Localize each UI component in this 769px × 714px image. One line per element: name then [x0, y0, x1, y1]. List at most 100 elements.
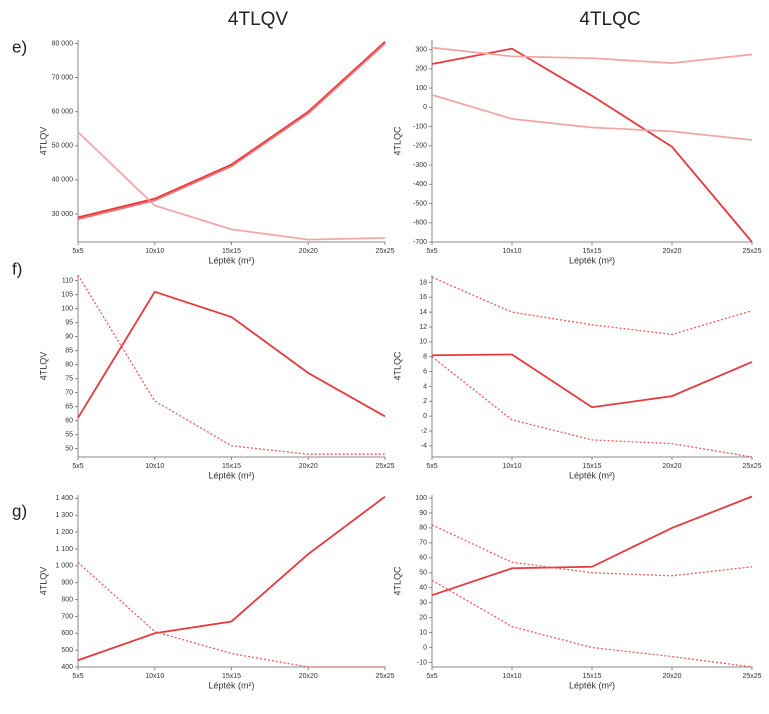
series-line — [431, 47, 753, 243]
y-tick-label: -2 — [421, 428, 427, 435]
x-tick-label: 15x15 — [222, 248, 241, 255]
x-tick-label: 5x5 — [426, 248, 437, 255]
x-tick-label: 10x10 — [502, 463, 521, 470]
y-tick-label: -4 — [421, 443, 427, 450]
y-tick-label: -10 — [417, 659, 427, 666]
y-tick-label: 30 000 — [52, 211, 74, 218]
y-tick-label: 700 — [61, 613, 73, 620]
x-tick-label: 25x25 — [375, 463, 394, 470]
series-line — [77, 274, 385, 455]
x-axis-title: Lépték (m²) — [569, 470, 615, 480]
y-axis-title: 4TLQV — [38, 567, 48, 596]
y-tick-label: 10 — [419, 629, 427, 636]
y-tick-label: 2 — [423, 398, 427, 405]
x-tick-label: 5x5 — [72, 673, 83, 680]
x-axis-title: Lépték (m²) — [569, 255, 615, 265]
y-tick-label: 1 400 — [55, 495, 73, 502]
x-tick-label: 25x25 — [742, 463, 761, 470]
y-tick-label: 500 — [61, 647, 73, 654]
series-line — [431, 579, 753, 668]
row-label: f) — [12, 259, 22, 278]
y-tick-label: 1 100 — [55, 546, 73, 553]
y-tick-label: 55 — [65, 431, 73, 438]
series-line — [77, 495, 386, 662]
y-tick-label: -100 — [413, 123, 427, 130]
y-tick-label: 90 — [65, 333, 73, 340]
y-tick-label: 80 000 — [52, 40, 74, 47]
x-tick-label: 10x10 — [145, 463, 164, 470]
x-tick-label: 5x5 — [72, 248, 83, 255]
y-tick-label: 14 — [419, 309, 427, 316]
chart-panel: 400 500 600 700 800 900 1 000 1 100 1 200 1 300 1 … — [38, 495, 395, 690]
x-tick-label: 5x5 — [426, 673, 437, 680]
series-line — [77, 42, 386, 221]
chart-panel: 50 55 60 65 70 75 80 85 90 95 100 105 110 5x5 10x10 15x… — [38, 274, 395, 480]
y-tick-label: -400 — [413, 181, 427, 188]
y-tick-label: 75 — [65, 375, 73, 382]
column-title: 4TLQV — [228, 9, 289, 30]
x-tick-label: 15x15 — [222, 463, 241, 470]
y-tick-label: 105 — [61, 291, 73, 298]
x-tick-label: 20x20 — [662, 463, 681, 470]
series-line — [77, 41, 386, 219]
y-tick-label: 100 — [61, 305, 73, 312]
series-line — [77, 131, 386, 241]
y-tick-label: 18 — [419, 279, 427, 286]
x-tick-label: 15x15 — [582, 248, 601, 255]
y-tick-label: 85 — [65, 347, 73, 354]
x-tick-label: 5x5 — [426, 463, 437, 470]
y-tick-label: 80 — [419, 525, 427, 532]
y-tick-label: -300 — [413, 162, 427, 169]
chart-panel: -4 -2 0 2 4 6 8 10 12 14 16 18 5x5 10x10 15x15 20x20 25x… — [392, 275, 762, 480]
y-tick-label: 400 — [61, 664, 73, 671]
y-tick-label: 100 — [415, 85, 427, 92]
series-line — [431, 93, 753, 141]
x-tick-label: 20x20 — [662, 248, 681, 255]
x-tick-label: 10x10 — [502, 248, 521, 255]
y-tick-label: 60 — [419, 555, 427, 562]
x-tick-label: 15x15 — [582, 463, 601, 470]
y-axis-title: 4TLQV — [38, 127, 48, 156]
y-tick-label: 900 — [61, 580, 73, 587]
x-tick-label: 25x25 — [742, 248, 761, 255]
y-tick-label: 20 — [419, 614, 427, 621]
y-tick-label: 95 — [65, 319, 73, 326]
x-tick-label: 10x10 — [145, 248, 164, 255]
series-line — [77, 561, 385, 668]
y-tick-label: 16 — [419, 294, 427, 301]
y-tick-label: 6 — [423, 368, 427, 375]
series-line — [431, 495, 753, 597]
row-label: e) — [12, 37, 27, 56]
y-tick-label: 40 000 — [52, 177, 74, 184]
x-tick-label: 10x10 — [502, 673, 521, 680]
x-tick-label: 15x15 — [222, 673, 241, 680]
x-tick-label: 15x15 — [582, 673, 601, 680]
x-axis-title: Lépték (m²) — [208, 255, 254, 265]
x-tick-label: 20x20 — [662, 673, 681, 680]
y-tick-label: 70 — [419, 540, 427, 547]
y-axis-title: 4TLQC — [392, 351, 402, 381]
chart-panel: 30 000 40 000 50 000 60 000 70 000 80 000 5x5 1… — [38, 40, 395, 265]
x-tick-label: 10x10 — [145, 673, 164, 680]
y-tick-label: 70 — [65, 389, 73, 396]
x-axis-title: Lépték (m²) — [208, 470, 254, 480]
y-tick-label: 1 300 — [55, 512, 73, 519]
y-tick-label: 90 — [419, 510, 427, 517]
y-tick-label: 12 — [419, 324, 427, 331]
x-tick-label: 5x5 — [72, 463, 83, 470]
chart-panel: -10 0 10 20 30 40 50 60 70 80 90 100 5x5 10x10 15x15 20… — [392, 495, 761, 691]
y-axis-title: 4TLQV — [38, 352, 48, 381]
y-axis-title: 4TLQC — [392, 126, 402, 156]
y-tick-label: -200 — [413, 143, 427, 150]
y-tick-label: 1 200 — [55, 529, 73, 536]
y-tick-label: 100 — [415, 495, 427, 502]
y-tick-label: 80 — [65, 361, 73, 368]
y-tick-label: 300 — [415, 46, 427, 53]
y-tick-label: 70 000 — [52, 74, 74, 81]
x-tick-label: 20x20 — [299, 673, 318, 680]
y-tick-label: 60 — [65, 417, 73, 424]
y-tick-label: 0 — [423, 104, 427, 111]
y-tick-label: 50 — [65, 445, 73, 452]
y-tick-label: 8 — [423, 354, 427, 361]
